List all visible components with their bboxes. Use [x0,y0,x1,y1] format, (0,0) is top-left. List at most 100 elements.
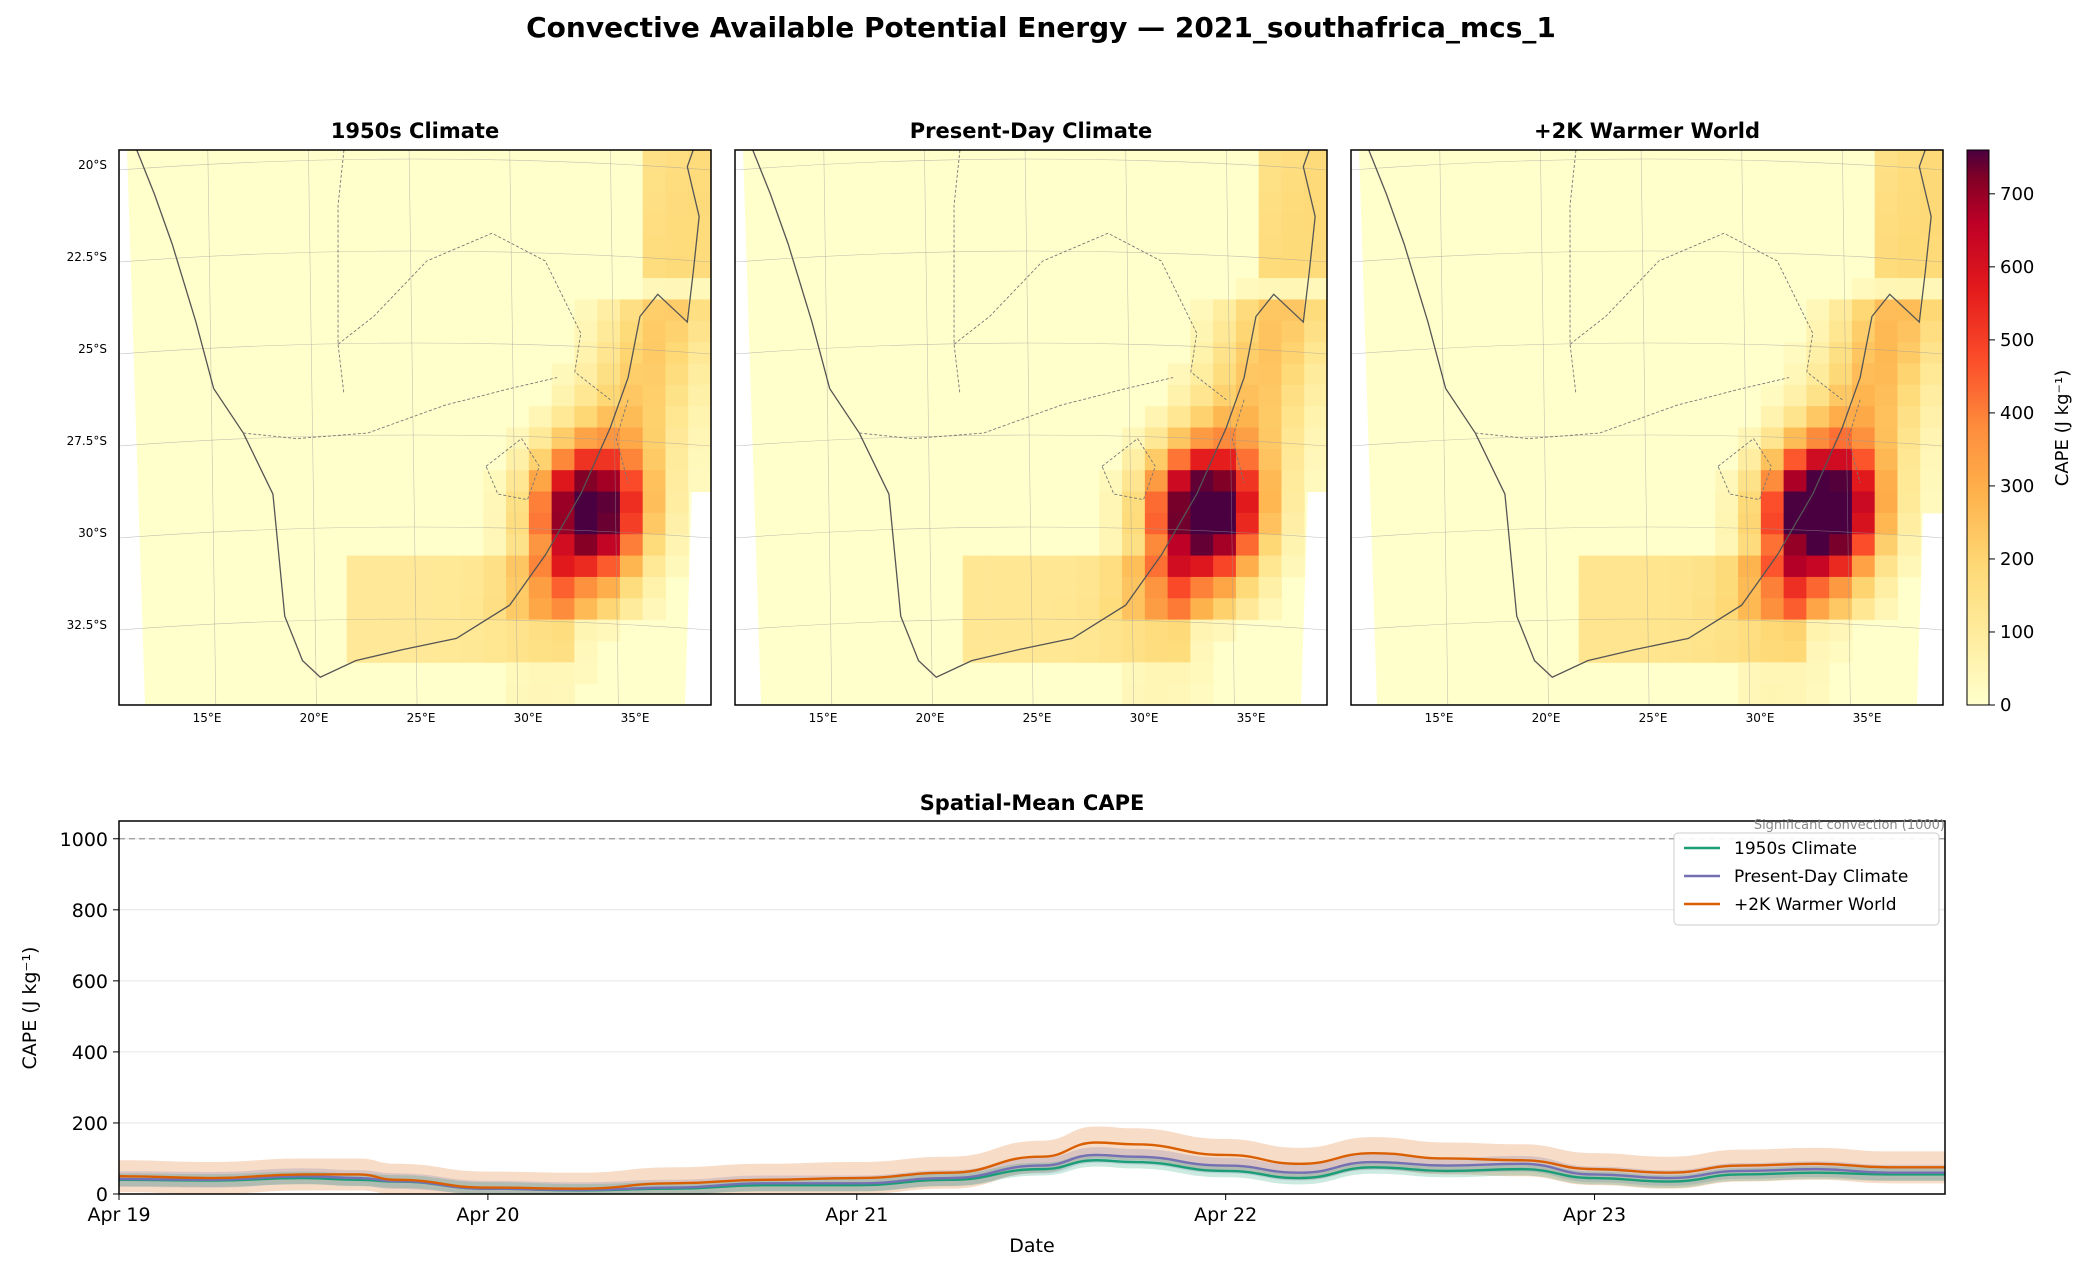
cape-cell [1281,491,1305,514]
cape-cell [688,448,711,471]
cape-cell [688,470,711,493]
cape-cell [574,512,598,535]
cape-cell [1144,598,1169,621]
y-tick-label: 1000 [60,829,108,851]
cape-cell [415,555,439,578]
cape-cell [1829,320,1853,343]
band-2k [119,1126,1945,1194]
cape-cell [1235,470,1260,493]
cape-cell [1099,598,1123,621]
cape-cell [437,619,462,642]
cape-cell [437,555,462,578]
cape-cell [1829,448,1853,471]
cape-cell [688,406,711,428]
cape-cell [985,555,1009,578]
cape-cell [1258,278,1282,300]
cape-cell [1920,256,1943,279]
lat-tick-label: 27.5°S [67,434,107,448]
cape-cell [1874,427,1898,450]
cape-cell [1829,598,1853,621]
cape-cell [1647,576,1671,599]
cape-cell [1920,406,1943,428]
cape-cell [1874,214,1898,236]
cape-cell [1213,512,1237,535]
cape-cell [1692,576,1716,599]
cape-cell [1897,299,1921,322]
y-tick-label: 0 [96,1184,108,1206]
cape-cell [1874,491,1898,514]
parallel-line [735,342,1327,355]
cape-cell [665,384,689,407]
cape-cell [597,384,621,407]
cape-cell [1076,555,1100,578]
cape-cell [1897,555,1921,578]
cape-cell [1144,534,1169,557]
cape-cell [1851,427,1876,450]
cape-cell [1874,342,1898,364]
cape-cell [1099,619,1123,642]
cape-cell [1281,256,1305,279]
cape-cell [688,171,711,194]
cape-cell [665,512,689,535]
cape-cell [1874,470,1898,493]
cape-cell [1601,598,1625,621]
cape-cell [642,235,666,258]
cape-cell [642,448,666,471]
lon-tick-label: 35°E [1237,711,1266,725]
cape-cell [1851,342,1876,364]
cape-cell [574,534,598,557]
lat-tick-label: 20°S [78,158,107,172]
cape-cell [1738,448,1762,471]
cape-cell [1190,662,1214,685]
colorbar-tick-label: 400 [2000,403,2034,424]
cape-cell [1213,363,1237,386]
cape-cell [1920,278,1943,300]
cape-cell [1715,491,1739,514]
cape-cell [1851,384,1876,407]
lon-tick-label: 30°E [1746,711,1775,725]
cape-cell [665,555,689,578]
cape-cell [1760,384,1785,407]
cape-cell [1783,363,1807,386]
cape-cell [1304,299,1327,322]
cape-cell [1258,512,1282,535]
cape-cell [1920,299,1943,322]
cape-cell [1167,470,1191,493]
colorbar-ticks: 0 100 200 300 400 500 600 700 [1989,184,2034,716]
cape-cell [1144,662,1169,685]
cape-cell [1851,491,1876,514]
cape-cell [506,576,530,599]
lat-tick-label: 32.5°S [67,618,107,632]
cape-cell [1806,491,1830,514]
cape-cell [1213,342,1237,364]
cape-cell [1851,299,1876,322]
cape-cell [1783,683,1807,705]
cape-cell [597,342,621,364]
cape-cell [1213,619,1237,642]
cape-cell [551,427,575,450]
cape-cell [1008,598,1032,621]
cape-cell [1235,363,1260,386]
colorbar-tick-label: 300 [2000,476,2034,497]
cape-cell [1829,406,1853,428]
cape-cell [1692,598,1716,621]
cape-cell [962,576,986,599]
cape-cell [1897,171,1921,194]
parallel-line [735,618,1327,631]
cape-cell [688,299,711,322]
legend: 1950s Climate Present-Day Climate +2K Wa… [1673,832,1940,926]
cape-cell [483,555,507,578]
cape-cell [528,427,553,450]
cape-cell [528,406,553,428]
cape-cell [1235,427,1260,450]
cape-cell [528,555,553,578]
cape-cell [574,406,598,428]
cape-cell [1258,491,1282,514]
x-tick-label: Apr 23 [1563,1204,1626,1226]
cape-cell [1851,555,1876,578]
cape-cell [1099,640,1123,663]
cape-cell [528,512,553,535]
cape-cell [506,619,530,642]
cape-cell [1669,555,1694,578]
cape-cell [619,555,644,578]
